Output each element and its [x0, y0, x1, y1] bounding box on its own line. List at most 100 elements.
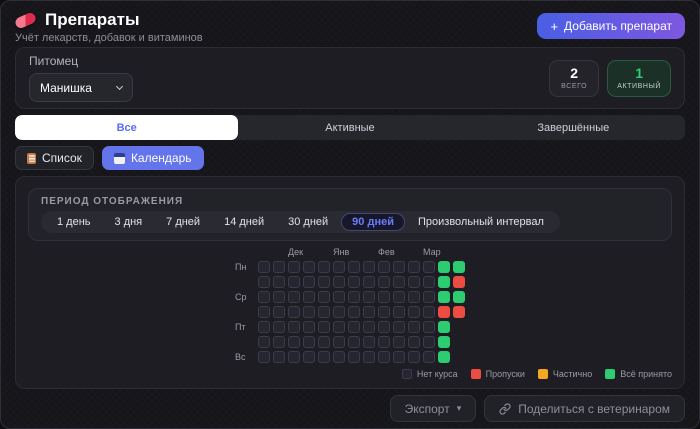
calendar-day-cell[interactable] — [378, 351, 390, 363]
calendar-day-cell[interactable] — [453, 291, 465, 303]
pet-select[interactable]: Манишка — [29, 73, 133, 102]
calendar-day-cell[interactable] — [348, 351, 360, 363]
calendar-day-cell[interactable] — [258, 321, 270, 333]
calendar-day-cell[interactable] — [423, 291, 435, 303]
calendar-day-cell[interactable] — [393, 351, 405, 363]
calendar-day-cell[interactable] — [258, 306, 270, 318]
calendar-day-cell[interactable] — [303, 321, 315, 333]
calendar-day-cell[interactable] — [408, 276, 420, 288]
period-option[interactable]: 3 дня — [104, 213, 154, 231]
calendar-day-cell[interactable] — [453, 306, 465, 318]
calendar-day-cell[interactable] — [393, 321, 405, 333]
calendar-day-cell[interactable] — [348, 291, 360, 303]
calendar-day-cell[interactable] — [393, 261, 405, 273]
calendar-day-cell[interactable] — [318, 261, 330, 273]
calendar-day-cell[interactable] — [288, 306, 300, 318]
calendar-day-cell[interactable] — [273, 306, 285, 318]
calendar-day-cell[interactable] — [363, 351, 375, 363]
tab-active[interactable]: Активные — [238, 115, 461, 140]
calendar-day-cell[interactable] — [378, 291, 390, 303]
calendar-day-cell[interactable] — [318, 276, 330, 288]
calendar-day-cell[interactable] — [423, 336, 435, 348]
calendar-day-cell[interactable] — [423, 306, 435, 318]
calendar-day-cell[interactable] — [333, 321, 345, 333]
calendar-day-cell[interactable] — [423, 351, 435, 363]
calendar-day-cell[interactable] — [408, 321, 420, 333]
period-option[interactable]: 1 день — [46, 213, 102, 231]
calendar-day-cell[interactable] — [363, 321, 375, 333]
calendar-day-cell[interactable] — [333, 291, 345, 303]
calendar-day-cell[interactable] — [318, 336, 330, 348]
calendar-day-cell[interactable] — [258, 261, 270, 273]
calendar-day-cell[interactable] — [423, 261, 435, 273]
calendar-day-cell[interactable] — [393, 336, 405, 348]
calendar-day-cell[interactable] — [303, 276, 315, 288]
calendar-day-cell[interactable] — [393, 306, 405, 318]
calendar-day-cell[interactable] — [303, 291, 315, 303]
calendar-day-cell[interactable] — [333, 276, 345, 288]
calendar-day-cell[interactable] — [423, 321, 435, 333]
share-with-vet-button[interactable]: Поделиться с ветеринаром — [484, 395, 685, 422]
calendar-day-cell[interactable] — [438, 321, 450, 333]
calendar-day-cell[interactable] — [303, 351, 315, 363]
calendar-day-cell[interactable] — [438, 276, 450, 288]
calendar-day-cell[interactable] — [423, 276, 435, 288]
calendar-day-cell[interactable] — [318, 291, 330, 303]
calendar-day-cell[interactable] — [393, 276, 405, 288]
calendar-day-cell[interactable] — [273, 321, 285, 333]
calendar-day-cell[interactable] — [273, 261, 285, 273]
calendar-day-cell[interactable] — [348, 276, 360, 288]
export-button[interactable]: Экспорт ▾ — [389, 395, 477, 422]
calendar-day-cell[interactable] — [273, 351, 285, 363]
tab-completed[interactable]: Завершённые — [462, 115, 685, 140]
calendar-day-cell[interactable] — [438, 261, 450, 273]
calendar-day-cell[interactable] — [378, 336, 390, 348]
calendar-day-cell[interactable] — [408, 336, 420, 348]
calendar-day-cell[interactable] — [333, 261, 345, 273]
calendar-day-cell[interactable] — [318, 351, 330, 363]
calendar-day-cell[interactable] — [408, 306, 420, 318]
calendar-day-cell[interactable] — [378, 306, 390, 318]
calendar-day-cell[interactable] — [348, 306, 360, 318]
calendar-day-cell[interactable] — [288, 291, 300, 303]
calendar-day-cell[interactable] — [363, 336, 375, 348]
period-option[interactable]: Произвольный интервал — [407, 213, 555, 231]
period-option[interactable]: 30 дней — [277, 213, 339, 231]
calendar-day-cell[interactable] — [348, 321, 360, 333]
calendar-day-cell[interactable] — [438, 351, 450, 363]
calendar-day-cell[interactable] — [288, 276, 300, 288]
calendar-day-cell[interactable] — [258, 351, 270, 363]
calendar-day-cell[interactable] — [348, 336, 360, 348]
tab-all[interactable]: Все — [15, 115, 239, 140]
calendar-day-cell[interactable] — [288, 321, 300, 333]
calendar-day-cell[interactable] — [378, 261, 390, 273]
add-medication-button[interactable]: + Добавить препарат — [537, 13, 685, 39]
period-option[interactable]: 90 дней — [341, 213, 405, 231]
calendar-day-cell[interactable] — [408, 351, 420, 363]
period-option[interactable]: 14 дней — [213, 213, 275, 231]
view-list-button[interactable]: Список — [15, 146, 94, 170]
calendar-day-cell[interactable] — [378, 321, 390, 333]
calendar-day-cell[interactable] — [438, 306, 450, 318]
calendar-day-cell[interactable] — [438, 336, 450, 348]
calendar-day-cell[interactable] — [363, 261, 375, 273]
calendar-day-cell[interactable] — [378, 276, 390, 288]
calendar-day-cell[interactable] — [363, 306, 375, 318]
calendar-day-cell[interactable] — [348, 261, 360, 273]
calendar-day-cell[interactable] — [273, 291, 285, 303]
calendar-day-cell[interactable] — [273, 336, 285, 348]
calendar-day-cell[interactable] — [303, 306, 315, 318]
calendar-day-cell[interactable] — [258, 276, 270, 288]
calendar-day-cell[interactable] — [408, 261, 420, 273]
calendar-day-cell[interactable] — [303, 261, 315, 273]
view-calendar-button[interactable]: Календарь — [101, 146, 204, 170]
calendar-day-cell[interactable] — [393, 291, 405, 303]
calendar-day-cell[interactable] — [288, 261, 300, 273]
calendar-day-cell[interactable] — [318, 321, 330, 333]
calendar-day-cell[interactable] — [363, 291, 375, 303]
calendar-day-cell[interactable] — [303, 336, 315, 348]
period-option[interactable]: 7 дней — [155, 213, 211, 231]
calendar-day-cell[interactable] — [273, 276, 285, 288]
calendar-day-cell[interactable] — [333, 306, 345, 318]
calendar-day-cell[interactable] — [438, 291, 450, 303]
